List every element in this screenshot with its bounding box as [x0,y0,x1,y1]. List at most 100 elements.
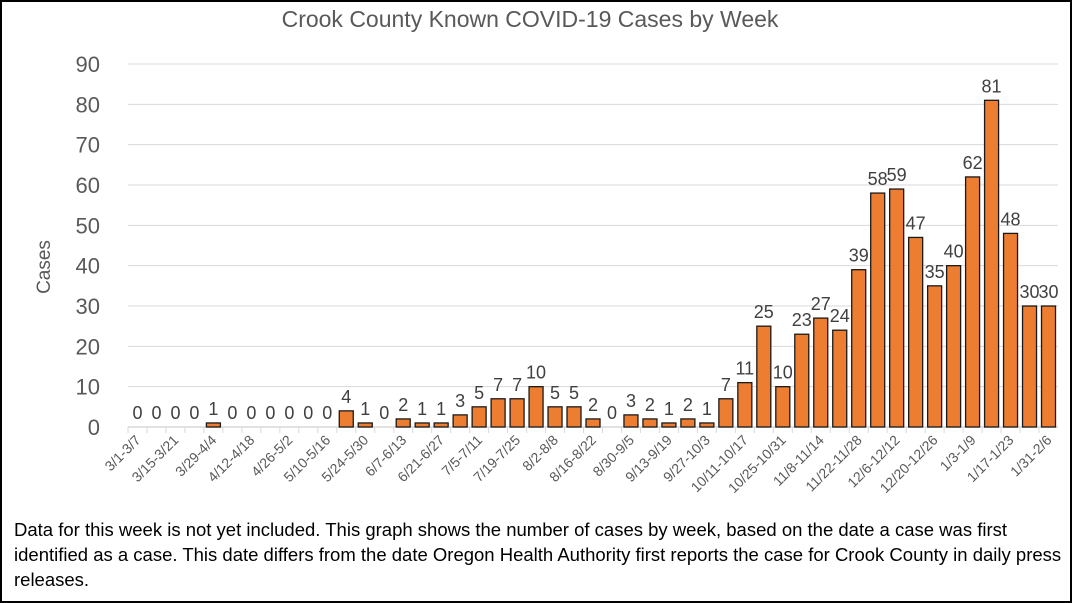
data-label: 10 [526,363,546,383]
data-label: 2 [683,395,693,415]
bar [889,188,905,428]
data-label: 0 [303,403,313,423]
bar [945,265,962,428]
data-label: 27 [811,294,831,314]
data-label: 2 [588,395,598,415]
bar [926,285,943,428]
bar [471,406,487,428]
data-label: 5 [474,383,484,403]
bar [490,398,506,428]
data-label: 1 [664,399,674,419]
bar [433,422,449,428]
data-label: 7 [493,375,503,395]
bar [1040,305,1057,428]
data-label: 7 [512,375,522,395]
bar [509,398,525,428]
data-label: 0 [170,403,180,423]
y-tick-label: 0 [88,415,100,440]
bar [851,269,867,428]
data-label: 0 [322,403,332,423]
bar [528,386,544,428]
bar [566,406,582,428]
data-label: 10 [773,363,793,383]
bar [775,386,791,428]
bar [964,176,981,428]
data-label: 0 [246,403,256,423]
bar [794,333,810,428]
y-tick-label: 20 [76,334,100,359]
data-label: 5 [569,383,579,403]
data-label: 59 [887,165,907,185]
data-label: 48 [1001,209,1021,229]
bar [338,410,354,428]
data-label: 0 [284,403,294,423]
bar [661,422,677,428]
data-label: 0 [379,403,389,423]
bar [832,329,848,428]
x-tick-label: 1/31-2/6 [1007,432,1055,480]
bar [870,192,886,428]
data-label: 30 [1020,282,1040,302]
data-label: 81 [982,76,1002,96]
data-label: 47 [906,213,926,233]
data-label: 58 [868,169,888,189]
chart-caption: Data for this week is not yet included. … [14,519,1062,590]
data-label: 4 [341,387,351,407]
data-label: 0 [227,403,237,423]
data-label: 25 [754,302,774,322]
y-tick-label: 80 [76,92,100,117]
data-label: 0 [132,403,142,423]
bar [205,422,222,428]
data-label: 1 [702,399,712,419]
bar [680,418,696,428]
data-label: 2 [398,395,408,415]
bar [623,414,639,428]
chart-title: Crook County Known COVID-19 Cases by Wee… [282,6,779,32]
data-label: 30 [1038,282,1058,302]
data-label: 0 [607,403,617,423]
y-tick-label: 30 [76,294,100,319]
bar [642,418,658,428]
data-label: 11 [735,359,754,379]
y-tick-label: 90 [76,52,100,77]
data-label: 1 [208,399,218,419]
bar [452,414,468,428]
data-label: 5 [550,383,560,403]
data-label: 24 [830,306,850,326]
y-tick-label: 60 [76,173,100,198]
data-label: 0 [151,403,161,423]
bar [718,398,734,428]
data-label: 40 [944,242,964,262]
y-tick-label: 10 [76,375,100,400]
data-label: 0 [189,403,199,423]
data-label: 23 [792,310,812,330]
data-label: 0 [265,403,275,423]
data-label: 35 [925,262,945,282]
bar [908,236,924,428]
bar [1021,305,1038,428]
data-label: 3 [626,391,636,411]
data-label: 2 [645,395,655,415]
bar [699,422,715,428]
y-tick-label: 50 [76,213,100,238]
bar [414,422,430,428]
y-tick-label: 70 [76,133,100,158]
y-tick-label: 40 [76,254,100,279]
data-label: 1 [436,399,446,419]
data-label: 7 [721,375,731,395]
bar [357,422,373,428]
data-label: 39 [849,246,869,266]
bar [547,406,563,428]
data-label: 3 [455,391,465,411]
bar [983,99,1000,428]
bar [395,418,411,428]
bar [585,418,601,428]
data-label: 62 [963,153,983,173]
bar [737,381,753,428]
bar [1002,232,1019,428]
bar [756,325,772,428]
data-label: 1 [417,399,427,419]
bar [813,317,829,428]
